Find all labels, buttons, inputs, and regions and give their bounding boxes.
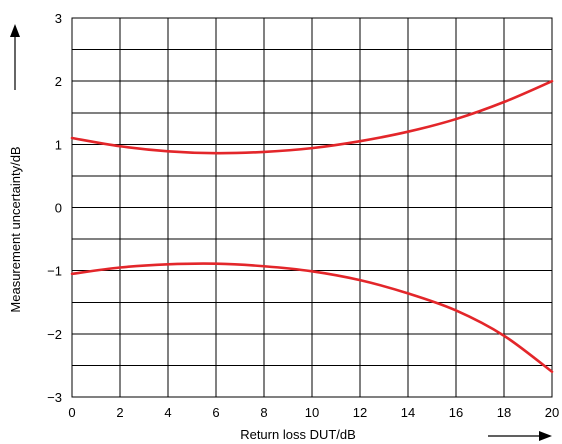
x-axis-label: Return loss DUT/dB (240, 427, 356, 442)
y-tick-label: −2 (47, 327, 62, 342)
x-tick-label: 6 (212, 405, 219, 420)
x-axis-arrow-icon (488, 431, 552, 441)
y-tick-label: 2 (55, 74, 62, 89)
x-tick-label: 10 (305, 405, 319, 420)
x-tick-label: 2 (116, 405, 123, 420)
x-tick-label: 0 (68, 405, 75, 420)
lower-uncertainty-curve (70, 262, 554, 374)
grid (71, 17, 553, 398)
x-tick-label: 14 (401, 405, 415, 420)
y-tick-label: 1 (55, 137, 62, 152)
y-axis-arrow-icon (10, 24, 20, 90)
x-tick-label: 4 (164, 405, 171, 420)
y-axis-label: Measurement uncertainty/dB (8, 146, 23, 312)
series-layer (70, 79, 554, 374)
x-tick-label: 20 (545, 405, 559, 420)
x-tick-label: 8 (260, 405, 267, 420)
upper-uncertainty-curve (70, 79, 554, 155)
y-tick-label: 0 (55, 201, 62, 216)
plot-frame (71, 17, 553, 398)
x-tick-label: 12 (353, 405, 367, 420)
y-tick-label: −3 (47, 390, 62, 405)
x-tick-label: 16 (449, 405, 463, 420)
y-tick-label: −1 (47, 264, 62, 279)
y-tick-label: 3 (55, 11, 62, 26)
x-tick-label: 18 (497, 405, 511, 420)
